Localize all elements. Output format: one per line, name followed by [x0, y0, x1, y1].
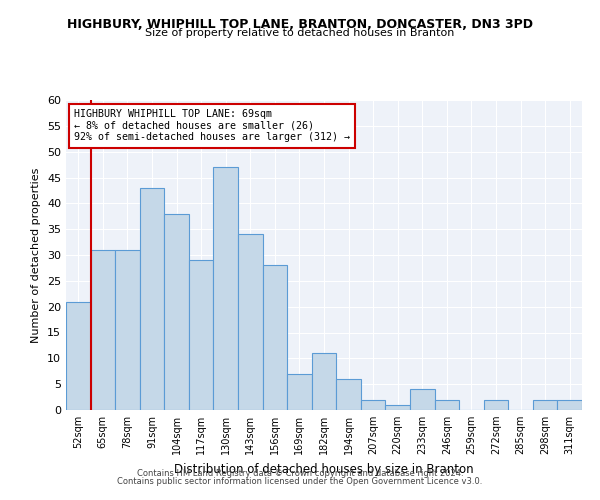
Bar — [312, 353, 336, 410]
Bar — [484, 400, 508, 410]
Bar — [434, 400, 459, 410]
Bar — [336, 379, 361, 410]
Bar — [214, 167, 238, 410]
Bar — [140, 188, 164, 410]
Bar — [263, 266, 287, 410]
Text: Contains public sector information licensed under the Open Government Licence v3: Contains public sector information licen… — [118, 477, 482, 486]
Text: Contains HM Land Registry data © Crown copyright and database right 2024.: Contains HM Land Registry data © Crown c… — [137, 468, 463, 477]
Bar — [115, 250, 140, 410]
Bar — [66, 302, 91, 410]
Text: HIGHBURY, WHIPHILL TOP LANE, BRANTON, DONCASTER, DN3 3PD: HIGHBURY, WHIPHILL TOP LANE, BRANTON, DO… — [67, 18, 533, 30]
Bar — [287, 374, 312, 410]
Bar — [557, 400, 582, 410]
Bar — [91, 250, 115, 410]
Bar — [164, 214, 189, 410]
Text: HIGHBURY WHIPHILL TOP LANE: 69sqm
← 8% of detached houses are smaller (26)
92% o: HIGHBURY WHIPHILL TOP LANE: 69sqm ← 8% o… — [74, 110, 350, 142]
Bar — [361, 400, 385, 410]
X-axis label: Distribution of detached houses by size in Branton: Distribution of detached houses by size … — [174, 462, 474, 475]
Text: Size of property relative to detached houses in Branton: Size of property relative to detached ho… — [145, 28, 455, 38]
Bar — [533, 400, 557, 410]
Bar — [238, 234, 263, 410]
Y-axis label: Number of detached properties: Number of detached properties — [31, 168, 41, 342]
Bar — [189, 260, 214, 410]
Bar — [410, 390, 434, 410]
Bar — [385, 405, 410, 410]
